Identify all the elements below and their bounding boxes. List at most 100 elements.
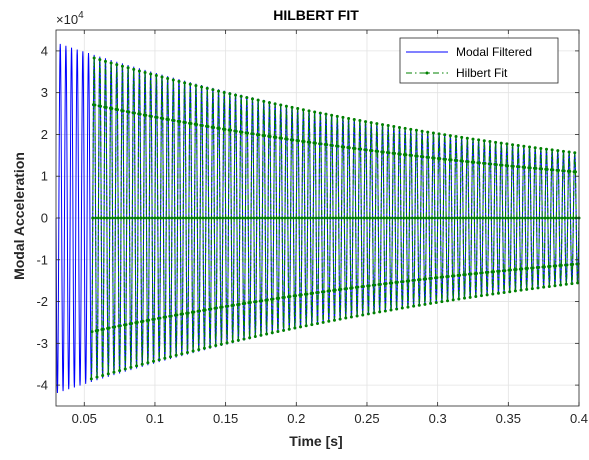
series-point-hilbert-fit-346 xyxy=(334,216,338,220)
series-point-hilbert-fit-53 xyxy=(127,110,131,114)
series-point-hilbert-fit-125 xyxy=(178,120,182,124)
series-point-hilbert-fit-197 xyxy=(229,128,233,132)
series-point-hilbert-fit-225 xyxy=(248,301,252,305)
series-point-hilbert-fit-505 xyxy=(446,274,450,278)
series-point-hilbert-fit-609 xyxy=(520,267,524,271)
series-point-hilbert-fit-28 xyxy=(109,61,113,65)
series-point-hilbert-fit-136 xyxy=(185,350,189,354)
series-point-hilbert-fit-388 xyxy=(364,120,368,124)
series-point-hilbert-fit-481 xyxy=(429,276,433,280)
series-point-hilbert-fit-10 xyxy=(96,216,100,220)
series-point-hilbert-fit-378 xyxy=(356,216,360,220)
series-point-hilbert-fit-205 xyxy=(234,129,238,133)
series-point-hilbert-fit-333 xyxy=(325,143,329,147)
series-point-hilbert-fit-332 xyxy=(324,112,328,116)
series-point-hilbert-fit-18 xyxy=(102,216,106,220)
series-point-hilbert-fit-393 xyxy=(367,284,371,288)
series-point-hilbert-fit-96 xyxy=(157,358,161,362)
series-point-hilbert-fit-232 xyxy=(253,334,257,338)
series-point-hilbert-fit-81 xyxy=(147,318,151,322)
series-point-hilbert-fit-406 xyxy=(376,216,380,220)
series-point-hilbert-fit-322 xyxy=(317,216,321,220)
series-point-hilbert-fit-177 xyxy=(214,306,218,310)
series-point-hilbert-fit-682 xyxy=(571,216,575,220)
legend-label-modal-filtered: Modal Filtered xyxy=(456,45,532,59)
series-point-hilbert-fit-274 xyxy=(283,216,287,220)
series-point-hilbert-fit-57 xyxy=(130,322,134,325)
series-point-hilbert-fit-441 xyxy=(401,280,405,284)
series-point-hilbert-fit-361 xyxy=(344,287,348,291)
series-point-hilbert-fit-104 xyxy=(163,356,167,360)
x-tick-label-6: 0.35 xyxy=(496,411,521,426)
series-point-hilbert-fit-164 xyxy=(205,86,209,90)
series-point-hilbert-fit-260 xyxy=(273,102,277,106)
series-point-hilbert-fit-509 xyxy=(449,158,453,162)
series-point-hilbert-fit-445 xyxy=(404,153,408,157)
series-point-hilbert-fit-373 xyxy=(353,146,357,150)
series-point-hilbert-fit-593 xyxy=(508,268,512,272)
series-point-hilbert-fit-165 xyxy=(206,125,210,128)
series-point-hilbert-fit-97 xyxy=(158,316,162,320)
x-tick-label-2: 0.15 xyxy=(213,411,238,426)
series-point-hilbert-fit-577 xyxy=(497,269,501,273)
series-point-hilbert-fit-294 xyxy=(297,216,301,220)
series-point-hilbert-fit-234 xyxy=(255,216,259,220)
series-point-hilbert-fit-54 xyxy=(128,216,131,220)
series-point-hilbert-fit-585 xyxy=(503,269,507,273)
series-point-hilbert-fit-552 xyxy=(479,294,483,298)
series-point-hilbert-fit-685 xyxy=(573,170,577,174)
series-point-hilbert-fit-660 xyxy=(556,149,560,153)
series-point-hilbert-fit-89 xyxy=(152,317,156,321)
series-point-hilbert-fit-185 xyxy=(220,305,224,309)
series-point-hilbert-fit-210 xyxy=(238,216,242,220)
series-point-hilbert-fit-173 xyxy=(212,125,216,129)
series-point-hilbert-fit-566 xyxy=(489,216,493,220)
y-tick-label-6: 2 xyxy=(41,127,48,142)
series-point-hilbert-fit-468 xyxy=(420,129,424,133)
series-point-hilbert-fit-676 xyxy=(567,150,571,154)
series-point-hilbert-fit-65 xyxy=(135,320,139,324)
series-point-hilbert-fit-25 xyxy=(107,326,111,330)
series-point-hilbert-fit-248 xyxy=(265,332,269,336)
series-point-hilbert-fit-446 xyxy=(405,216,409,220)
series-point-hilbert-fit-550 xyxy=(478,216,482,220)
series-point-hilbert-fit-193 xyxy=(226,304,230,308)
series-point-hilbert-fit-670 xyxy=(563,216,567,220)
series-point-hilbert-fit-376 xyxy=(355,314,359,318)
series-point-hilbert-fit-653 xyxy=(551,168,555,172)
series-point-hilbert-fit-424 xyxy=(389,308,393,312)
series-point-hilbert-fit-584 xyxy=(502,290,506,294)
series-point-hilbert-fit-78 xyxy=(144,216,148,220)
series-point-hilbert-fit-418 xyxy=(385,216,389,220)
series-point-hilbert-fit-368 xyxy=(349,315,353,319)
series-point-hilbert-fit-597 xyxy=(511,164,515,168)
series-point-hilbert-fit-504 xyxy=(446,299,450,303)
series-point-hilbert-fit-265 xyxy=(277,296,281,300)
series-point-hilbert-fit-448 xyxy=(406,305,410,309)
series-point-hilbert-fit-554 xyxy=(481,216,485,220)
series-point-hilbert-fit-434 xyxy=(396,216,400,220)
series-point-hilbert-fit-428 xyxy=(392,125,396,129)
series-point-hilbert-fit-337 xyxy=(328,289,332,293)
series-point-hilbert-fit-142 xyxy=(190,216,194,220)
series-point-hilbert-fit-592 xyxy=(508,290,512,294)
series-point-hilbert-fit-416 xyxy=(383,309,387,313)
series-point-hilbert-fit-50 xyxy=(125,216,129,220)
series-point-hilbert-fit-556 xyxy=(482,139,486,143)
series-point-hilbert-fit-22 xyxy=(105,216,109,220)
series-point-hilbert-fit-204 xyxy=(234,93,238,97)
series-point-hilbert-fit-517 xyxy=(455,158,459,162)
series-point-hilbert-fit-616 xyxy=(525,287,529,291)
series-point-hilbert-fit-684 xyxy=(573,151,577,155)
series-point-hilbert-fit-296 xyxy=(299,325,303,329)
series-point-hilbert-fit-288 xyxy=(293,326,297,330)
series-point-hilbert-fit-341 xyxy=(330,143,334,147)
series-point-hilbert-fit-642 xyxy=(543,216,547,220)
series-point-hilbert-fit-374 xyxy=(354,216,358,220)
series-point-hilbert-fit-404 xyxy=(375,122,379,126)
series-point-hilbert-fit-493 xyxy=(438,157,442,161)
series-point-hilbert-fit-281 xyxy=(288,295,292,299)
series-point-hilbert-fit-182 xyxy=(218,216,222,220)
series-point-hilbert-fit-20 xyxy=(103,59,107,63)
series-point-hilbert-fit-492 xyxy=(437,132,441,136)
